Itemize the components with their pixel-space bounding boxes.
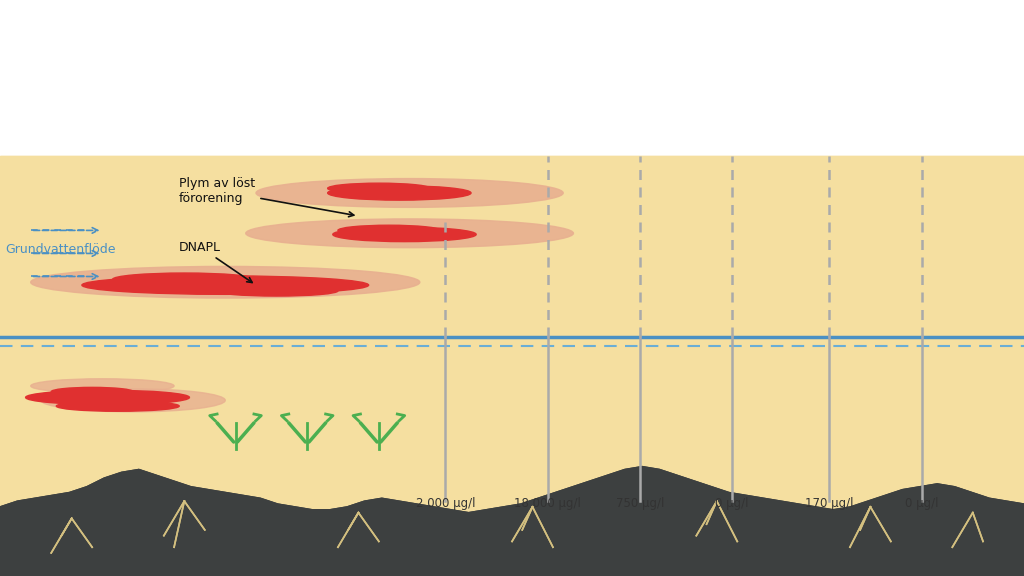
Ellipse shape [246, 219, 573, 248]
Text: Plym av löst
förorening: Plym av löst förorening [179, 177, 354, 217]
Text: 0 μg/l: 0 μg/l [905, 497, 938, 510]
Ellipse shape [31, 379, 174, 393]
Polygon shape [0, 467, 1024, 576]
Ellipse shape [51, 388, 133, 396]
Ellipse shape [256, 179, 563, 207]
Ellipse shape [328, 183, 430, 194]
Ellipse shape [56, 401, 179, 411]
Ellipse shape [338, 225, 440, 236]
Text: 0 μg/l: 0 μg/l [716, 497, 749, 510]
Ellipse shape [26, 391, 189, 404]
Text: 170 μg/l: 170 μg/l [805, 497, 854, 510]
Bar [0, 0, 1024, 138]
Ellipse shape [41, 389, 225, 412]
Text: 2 000 μg/l: 2 000 μg/l [416, 497, 475, 510]
Text: Grundvattenflöde: Grundvattenflöde [5, 244, 116, 256]
Text: 750 μg/l: 750 μg/l [615, 497, 665, 510]
Text: DNAPL: DNAPL [179, 241, 252, 282]
Bar [0, 0, 1024, 156]
Ellipse shape [333, 227, 476, 242]
Polygon shape [0, 467, 1024, 576]
Ellipse shape [113, 273, 256, 286]
Text: 18 000 μg/l: 18 000 μg/l [514, 497, 582, 510]
Ellipse shape [31, 267, 420, 298]
Ellipse shape [82, 276, 369, 294]
Bar [0, 156, 1024, 420]
Ellipse shape [328, 185, 471, 200]
Bar [0, 156, 1024, 518]
Ellipse shape [215, 286, 338, 296]
